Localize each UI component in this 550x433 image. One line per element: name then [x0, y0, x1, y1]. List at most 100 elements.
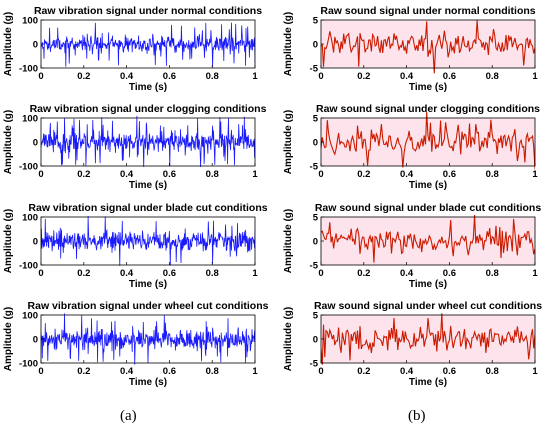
y-axis-label: Amplitude (g): [283, 12, 294, 76]
y-axis-label: Amplitude (g): [283, 110, 294, 174]
y-axis-label: Amplitude (g): [283, 307, 294, 371]
y-tick-label: 100: [22, 114, 38, 125]
x-tick-label: 0.4: [400, 71, 414, 82]
x-tick-label: 0.6: [443, 268, 456, 279]
x-tick-label: 0.6: [443, 366, 456, 377]
y-tick-label: 5: [313, 213, 319, 224]
y-tick-label: 0: [313, 40, 318, 51]
x-tick-label: 0.4: [400, 366, 414, 377]
x-axis-label: Time (s): [409, 377, 447, 388]
x-tick-label: 0: [318, 268, 323, 279]
x-tick-label: 0.6: [443, 169, 456, 180]
x-tick-label: 0.4: [400, 169, 414, 180]
x-tick-label: 0.2: [357, 169, 370, 180]
chart-title: Raw vibration signal under blade cut con…: [28, 202, 267, 214]
y-tick-label: -5: [310, 359, 319, 370]
x-tick-label: 0.4: [400, 268, 414, 279]
x-tick-label: 0.2: [357, 366, 370, 377]
chart-title: Raw sound signal under blade cut conditi…: [315, 202, 542, 214]
x-tick-label: 0.8: [486, 71, 499, 82]
signal-line-vibration: [41, 115, 255, 168]
y-tick-label: 0: [33, 335, 38, 346]
x-tick-label: 0.6: [163, 169, 176, 180]
y-tick-label: 5: [313, 311, 319, 322]
panel-label-a: (a): [120, 408, 137, 424]
x-tick-label: 0.4: [120, 71, 134, 82]
x-tick-label: 0.8: [206, 268, 219, 279]
signal-line-sound: [321, 313, 535, 365]
y-tick-label: -5: [310, 64, 319, 75]
y-tick-label: 0: [33, 237, 38, 248]
y-tick-label: 100: [22, 213, 38, 224]
x-tick-label: 0.2: [357, 71, 370, 82]
y-tick-label: 100: [22, 16, 38, 27]
y-axis-label: Amplitude (g): [3, 12, 14, 76]
x-tick-label: 0.2: [77, 169, 90, 180]
y-axis-label: Amplitude (g): [283, 209, 294, 273]
chart-title: Raw sound signal under wheel cut conditi…: [314, 300, 542, 312]
signal-line-sound: [321, 111, 535, 170]
y-tick-label: 0: [313, 335, 318, 346]
y-tick-label: -100: [19, 261, 38, 272]
x-tick-label: 1: [532, 169, 538, 180]
chart-title: Raw sound signal under clogging conditio…: [316, 103, 540, 115]
x-tick-label: 0.8: [486, 169, 499, 180]
y-tick-label: -100: [19, 359, 38, 370]
x-tick-label: 0.4: [120, 268, 134, 279]
x-axis-label: Time (s): [129, 180, 167, 191]
x-tick-label: 0.2: [357, 268, 370, 279]
y-tick-label: -100: [19, 162, 38, 173]
x-axis-label: Time (s): [409, 82, 447, 93]
y-axis-label: Amplitude (g): [3, 307, 14, 371]
x-tick-label: 0: [318, 71, 323, 82]
x-tick-label: 0: [38, 71, 43, 82]
x-tick-label: 0: [38, 268, 43, 279]
y-tick-label: -5: [310, 261, 319, 272]
x-axis-label: Time (s): [409, 279, 447, 290]
x-tick-label: 0: [38, 366, 43, 377]
x-tick-label: 0: [318, 169, 323, 180]
y-axis-label: Amplitude (g): [3, 209, 14, 273]
panel-label-b: (b): [408, 408, 426, 424]
y-tick-label: 0: [313, 237, 318, 248]
signal-line-sound: [321, 214, 535, 263]
y-tick-label: 0: [313, 138, 318, 149]
x-tick-label: 0.2: [77, 71, 90, 82]
x-axis-label: Time (s): [129, 82, 167, 93]
x-tick-label: 1: [252, 268, 258, 279]
x-tick-label: 0.8: [206, 366, 219, 377]
x-tick-label: 1: [532, 268, 538, 279]
x-tick-label: 1: [532, 71, 538, 82]
x-tick-label: 0.4: [120, 366, 134, 377]
signal-line-vibration: [41, 22, 255, 67]
chart-title: Raw vibration signal under normal condit…: [34, 5, 262, 17]
y-tick-label: 0: [33, 40, 38, 51]
y-tick-label: -5: [310, 162, 319, 173]
x-tick-label: 0.6: [163, 366, 176, 377]
chart-title: Raw vibration signal under clogging cond…: [30, 103, 267, 115]
x-tick-label: 0.8: [486, 366, 499, 377]
y-tick-label: 0: [33, 138, 38, 149]
x-tick-label: 1: [532, 366, 538, 377]
x-tick-label: 0.2: [77, 268, 90, 279]
x-tick-label: 0: [38, 169, 43, 180]
x-tick-label: 0: [318, 366, 323, 377]
x-tick-label: 1: [252, 366, 258, 377]
x-tick-label: 0.8: [486, 268, 499, 279]
signal-line-vibration: [41, 215, 255, 266]
chart-title: Raw vibration signal under wheel cut con…: [28, 300, 269, 312]
y-tick-label: -100: [19, 64, 38, 75]
x-tick-label: 0.6: [163, 71, 176, 82]
x-axis-label: Time (s): [409, 180, 447, 191]
x-tick-label: 0.6: [443, 71, 456, 82]
x-tick-label: 0.2: [77, 366, 90, 377]
x-tick-label: 1: [252, 71, 258, 82]
